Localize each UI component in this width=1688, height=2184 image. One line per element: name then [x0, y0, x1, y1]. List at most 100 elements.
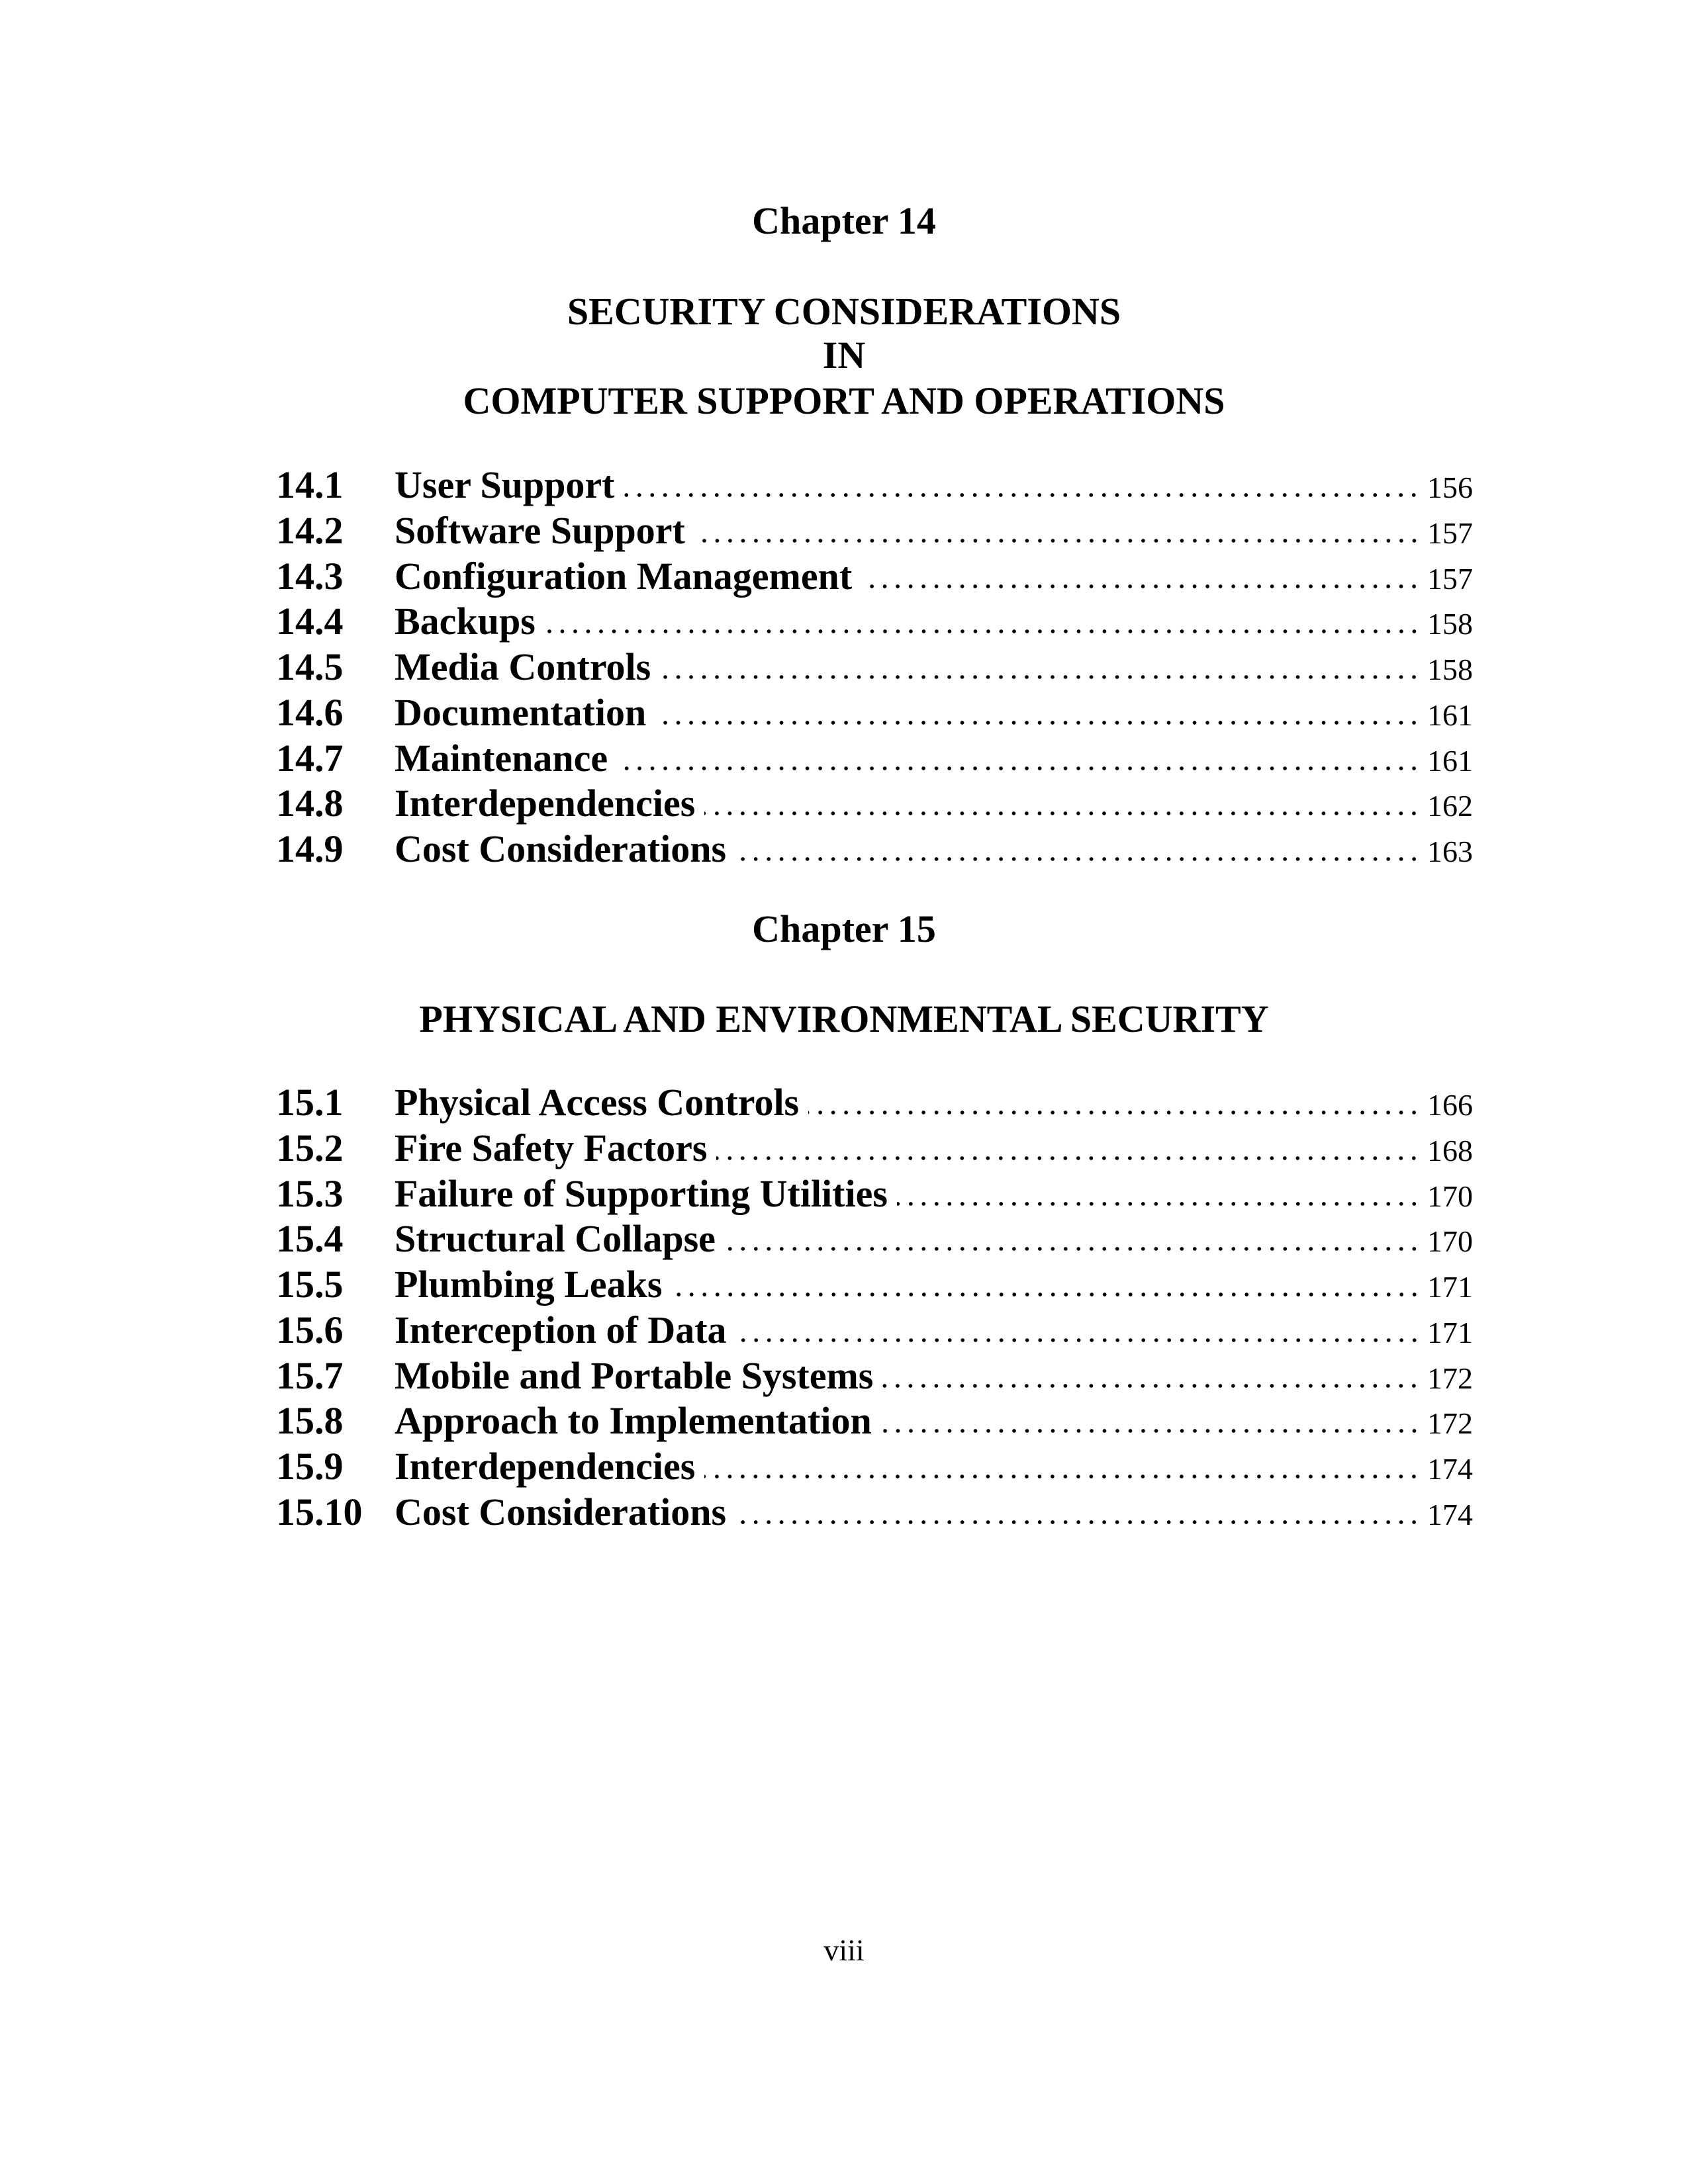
section-title: Interdependencies	[395, 782, 696, 825]
page-number: 172	[1427, 1361, 1473, 1395]
toc-entry[interactable]: 15.2 Fire Safety Factors 168	[276, 1126, 1473, 1171]
dot-leader	[544, 629, 1421, 635]
dot-leader	[704, 811, 1421, 817]
dot-leader	[624, 492, 1421, 498]
toc-entry[interactable]: 14.4 Backups 158	[276, 599, 1473, 645]
dot-leader	[735, 1519, 1421, 1525]
dot-leader	[735, 856, 1421, 862]
section-number: 14.5	[276, 645, 344, 688]
page-number: 156	[1427, 471, 1473, 504]
section-title: Documentation	[395, 690, 647, 734]
toc-entry[interactable]: 14.5 Media Controls 158	[276, 645, 1473, 690]
section-number: 15.1	[276, 1081, 344, 1124]
page-number: 170	[1427, 1179, 1473, 1213]
section-title: User Support	[395, 463, 615, 506]
page-number: 170	[1427, 1224, 1473, 1259]
page-number: 161	[1427, 743, 1473, 778]
section-number: 15.10	[276, 1490, 363, 1533]
section-number: 15.5	[276, 1263, 344, 1306]
toc-entry[interactable]: 15.7 Mobile and Portable Systems 172	[276, 1353, 1473, 1399]
toc-entry[interactable]: 15.1 Physical Access Controls 166	[276, 1080, 1473, 1126]
toc-entry[interactable]: 14.1 User Support 156	[276, 463, 1473, 508]
section-number: 14.3	[276, 554, 344, 598]
dot-leader	[655, 719, 1421, 725]
toc-entry[interactable]: 15.8 Approach to Implementation 172	[276, 1398, 1473, 1444]
page-number: 172	[1427, 1406, 1473, 1441]
dot-leader	[882, 1383, 1421, 1388]
page-number: 171	[1427, 1315, 1473, 1349]
dot-leader	[704, 1474, 1421, 1479]
toc-entry[interactable]: 14.7 Maintenance 161	[276, 736, 1473, 782]
page-number: 171	[1427, 1270, 1473, 1304]
section-title: Interception of Data	[395, 1308, 727, 1351]
chapter-15-title-line: PHYSICAL AND ENVIRONMENTAL SECURITY	[419, 997, 1269, 1040]
page-number: 168	[1427, 1133, 1473, 1167]
toc-entry[interactable]: 14.2 Software Support 157	[276, 508, 1473, 554]
page-number: 158	[1427, 607, 1473, 641]
section-number: 15.6	[276, 1308, 344, 1351]
section-title: Backups	[395, 600, 536, 643]
dot-leader	[808, 1110, 1421, 1115]
dot-leader	[617, 765, 1421, 771]
page-number: 166	[1427, 1088, 1473, 1122]
chapter-15-label: Chapter 15	[752, 907, 936, 950]
section-title: Mobile and Portable Systems	[395, 1353, 874, 1397]
section-title: Cost Considerations	[395, 827, 727, 870]
section-title: Approach to Implementation	[395, 1399, 872, 1443]
section-title: Maintenance	[395, 736, 608, 780]
chapter-14-title-line: IN	[822, 334, 866, 377]
toc-entry[interactable]: 15.4 Structural Collapse 170	[276, 1216, 1473, 1262]
dot-leader	[694, 537, 1421, 543]
toc-entry[interactable]: 14.9 Cost Considerations 163	[276, 827, 1473, 872]
section-title: Interdependencies	[395, 1445, 696, 1488]
page-number-footer: viii	[823, 1933, 865, 1967]
dot-leader	[896, 1201, 1421, 1206]
page-number: 157	[1427, 561, 1473, 596]
section-title: Plumbing Leaks	[395, 1263, 663, 1306]
section-number: 14.8	[276, 782, 344, 825]
page-number: 174	[1427, 1497, 1473, 1531]
page-number: 163	[1427, 835, 1473, 868]
chapter-14-toc: 14.1 User Support 156 14.2 Software Support 1…	[276, 463, 1473, 872]
dot-leader	[724, 1246, 1421, 1252]
chapter-14-label: Chapter 14	[752, 199, 936, 242]
section-number: 15.7	[276, 1353, 344, 1397]
section-title: Physical Access Controls	[395, 1081, 800, 1124]
page-number: 162	[1427, 789, 1473, 823]
section-number: 14.6	[276, 690, 344, 734]
toc-entry[interactable]: 14.6 Documentation 161	[276, 690, 1473, 736]
page-number: 161	[1427, 698, 1473, 732]
section-title: Fire Safety Factors	[395, 1126, 708, 1169]
section-title: Software Support	[395, 508, 685, 552]
section-number: 15.9	[276, 1445, 344, 1488]
section-title: Configuration Management	[395, 554, 853, 598]
page-number: 158	[1427, 653, 1473, 686]
page-number: 157	[1427, 516, 1473, 550]
section-number: 15.3	[276, 1171, 344, 1215]
section-title: Failure of Supporting Utilities	[395, 1171, 888, 1215]
toc-entry[interactable]: 14.3 Configuration Management 157	[276, 554, 1473, 600]
toc-entry[interactable]: 15.5 Plumbing Leaks 171	[276, 1262, 1473, 1308]
section-number: 14.9	[276, 827, 344, 870]
section-title: Media Controls	[395, 645, 651, 688]
section-number: 14.1	[276, 463, 344, 506]
toc-entry[interactable]: 15.3 Failure of Supporting Utilities 170	[276, 1171, 1473, 1217]
toc-entry[interactable]: 14.8 Interdependencies 162	[276, 781, 1473, 827]
section-number: 14.2	[276, 508, 344, 552]
section-number: 15.4	[276, 1217, 344, 1261]
chapter-14-title-line: SECURITY CONSIDERATIONS	[567, 290, 1121, 333]
section-title: Structural Collapse	[395, 1217, 716, 1261]
toc-entry[interactable]: 15.9 Interdependencies 174	[276, 1444, 1473, 1490]
dot-leader	[716, 1155, 1421, 1161]
toc-entry[interactable]: 15.10 Cost Considerations 174	[276, 1490, 1473, 1535]
page-number: 174	[1427, 1452, 1473, 1486]
chapter-15-toc: 15.1 Physical Access Controls 166 15.2 Fire …	[276, 1080, 1473, 1535]
dot-leader	[735, 1337, 1421, 1343]
dot-leader	[880, 1428, 1421, 1434]
dot-leader	[671, 1292, 1421, 1297]
section-number: 15.2	[276, 1126, 344, 1169]
toc-entry[interactable]: 15.6 Interception of Data 171	[276, 1308, 1473, 1353]
chapter-14-title-line: COMPUTER SUPPORT AND OPERATIONS	[463, 379, 1225, 422]
section-number: 15.8	[276, 1399, 344, 1443]
section-number: 14.7	[276, 736, 344, 780]
